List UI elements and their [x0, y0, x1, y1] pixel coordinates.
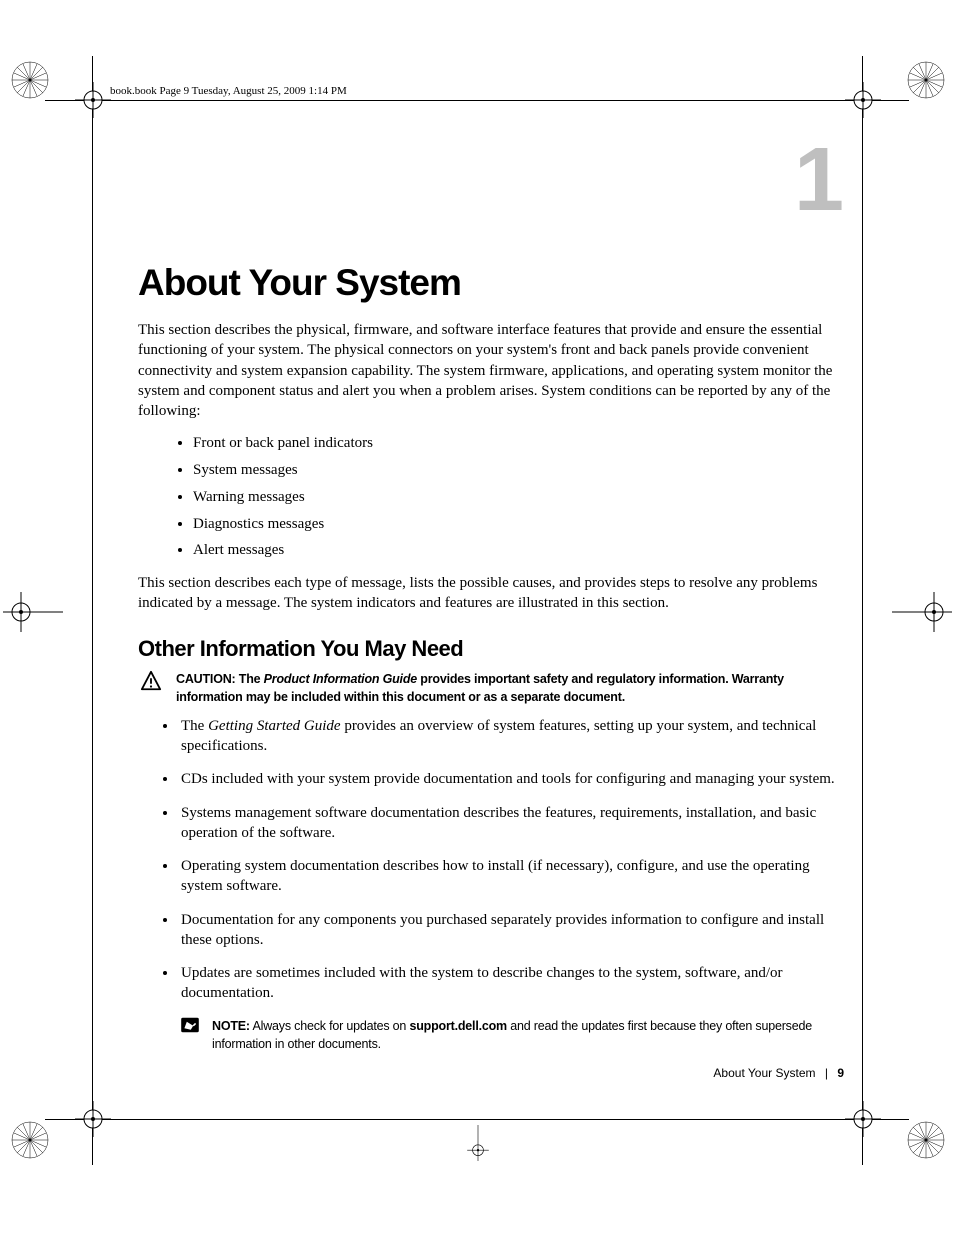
item-pre: The: [181, 718, 208, 734]
trim-line-left: [92, 56, 93, 1165]
note-pre: Always check for updates on: [250, 1019, 410, 1033]
warning-triangle-icon: [140, 670, 162, 692]
registration-dot-top-left: [5, 55, 55, 105]
list-item: The Getting Started Guide provides an ov…: [178, 716, 838, 757]
list-item: Diagnostics messages: [193, 512, 838, 537]
registration-dot-bottom-left: [5, 1115, 55, 1165]
page-title: About Your System: [138, 262, 838, 304]
note-text: NOTE: Always check for updates on suppor…: [212, 1017, 838, 1053]
footer-section: About Your System: [713, 1066, 815, 1080]
item-post: CDs included with your system provide do…: [181, 771, 835, 787]
list-item: Warning messages: [193, 485, 838, 510]
intro-paragraph-1: This section describes the physical, fir…: [138, 320, 838, 421]
list-item: System messages: [193, 458, 838, 483]
crosshair-right-mid: [892, 592, 952, 632]
crosshair-bottom-right: [845, 1101, 881, 1137]
list-item: Updates are sometimes included with the …: [178, 963, 838, 1004]
caution-prefix: CAUTION: The: [176, 672, 264, 686]
intro-paragraph-2: This section describes each type of mess…: [138, 573, 838, 614]
registration-dot-top-right: [901, 55, 951, 105]
note-callout: NOTE: Always check for updates on suppor…: [180, 1017, 838, 1053]
list-item: Systems management software documentatio…: [178, 803, 838, 844]
running-header: book.book Page 9 Tuesday, August 25, 200…: [110, 85, 347, 97]
list-item: Operating system documentation describes…: [178, 856, 838, 897]
crosshair-bottom-mid: [460, 1125, 496, 1161]
crosshair-left-mid: [3, 592, 63, 632]
page-footer: About Your System | 9: [713, 1066, 844, 1080]
list-item: Front or back panel indicators: [193, 431, 838, 456]
crosshair-top-left: [75, 82, 111, 118]
item-post: Operating system documentation describes…: [181, 858, 810, 894]
footer-separator: |: [825, 1066, 828, 1080]
footer-page-number: 9: [837, 1066, 844, 1080]
registration-dot-bottom-right: [901, 1115, 951, 1165]
item-post: Updates are sometimes included with the …: [181, 965, 783, 1001]
note-pencil-icon: [180, 1017, 200, 1033]
section-heading-other-info: Other Information You May Need: [138, 636, 838, 662]
note-url: support.dell.com: [409, 1019, 507, 1033]
condition-bullet-list: Front or back panel indicators System me…: [138, 431, 838, 563]
trim-line-bottom: [45, 1119, 909, 1120]
trim-line-right: [862, 56, 863, 1165]
other-info-list: The Getting Started Guide provides an ov…: [138, 716, 838, 1004]
item-post: Systems management software documentatio…: [181, 805, 816, 841]
chapter-number: 1: [794, 135, 844, 225]
list-item: Documentation for any components you pur…: [178, 910, 838, 951]
list-item: Alert messages: [193, 538, 838, 563]
caution-callout: CAUTION: The Product Information Guide p…: [140, 670, 838, 706]
item-italic: Getting Started Guide: [208, 718, 340, 734]
trim-line-top: [45, 100, 909, 101]
crosshair-top-right: [845, 82, 881, 118]
list-item: CDs included with your system provide do…: [178, 769, 838, 789]
page-content: About Your System This section describes…: [138, 262, 838, 1053]
item-post: Documentation for any components you pur…: [181, 912, 824, 948]
caution-text: CAUTION: The Product Information Guide p…: [176, 670, 838, 706]
note-label: NOTE:: [212, 1019, 250, 1033]
crosshair-bottom-left: [75, 1101, 111, 1137]
caution-doc-title: Product Information Guide: [264, 672, 417, 686]
